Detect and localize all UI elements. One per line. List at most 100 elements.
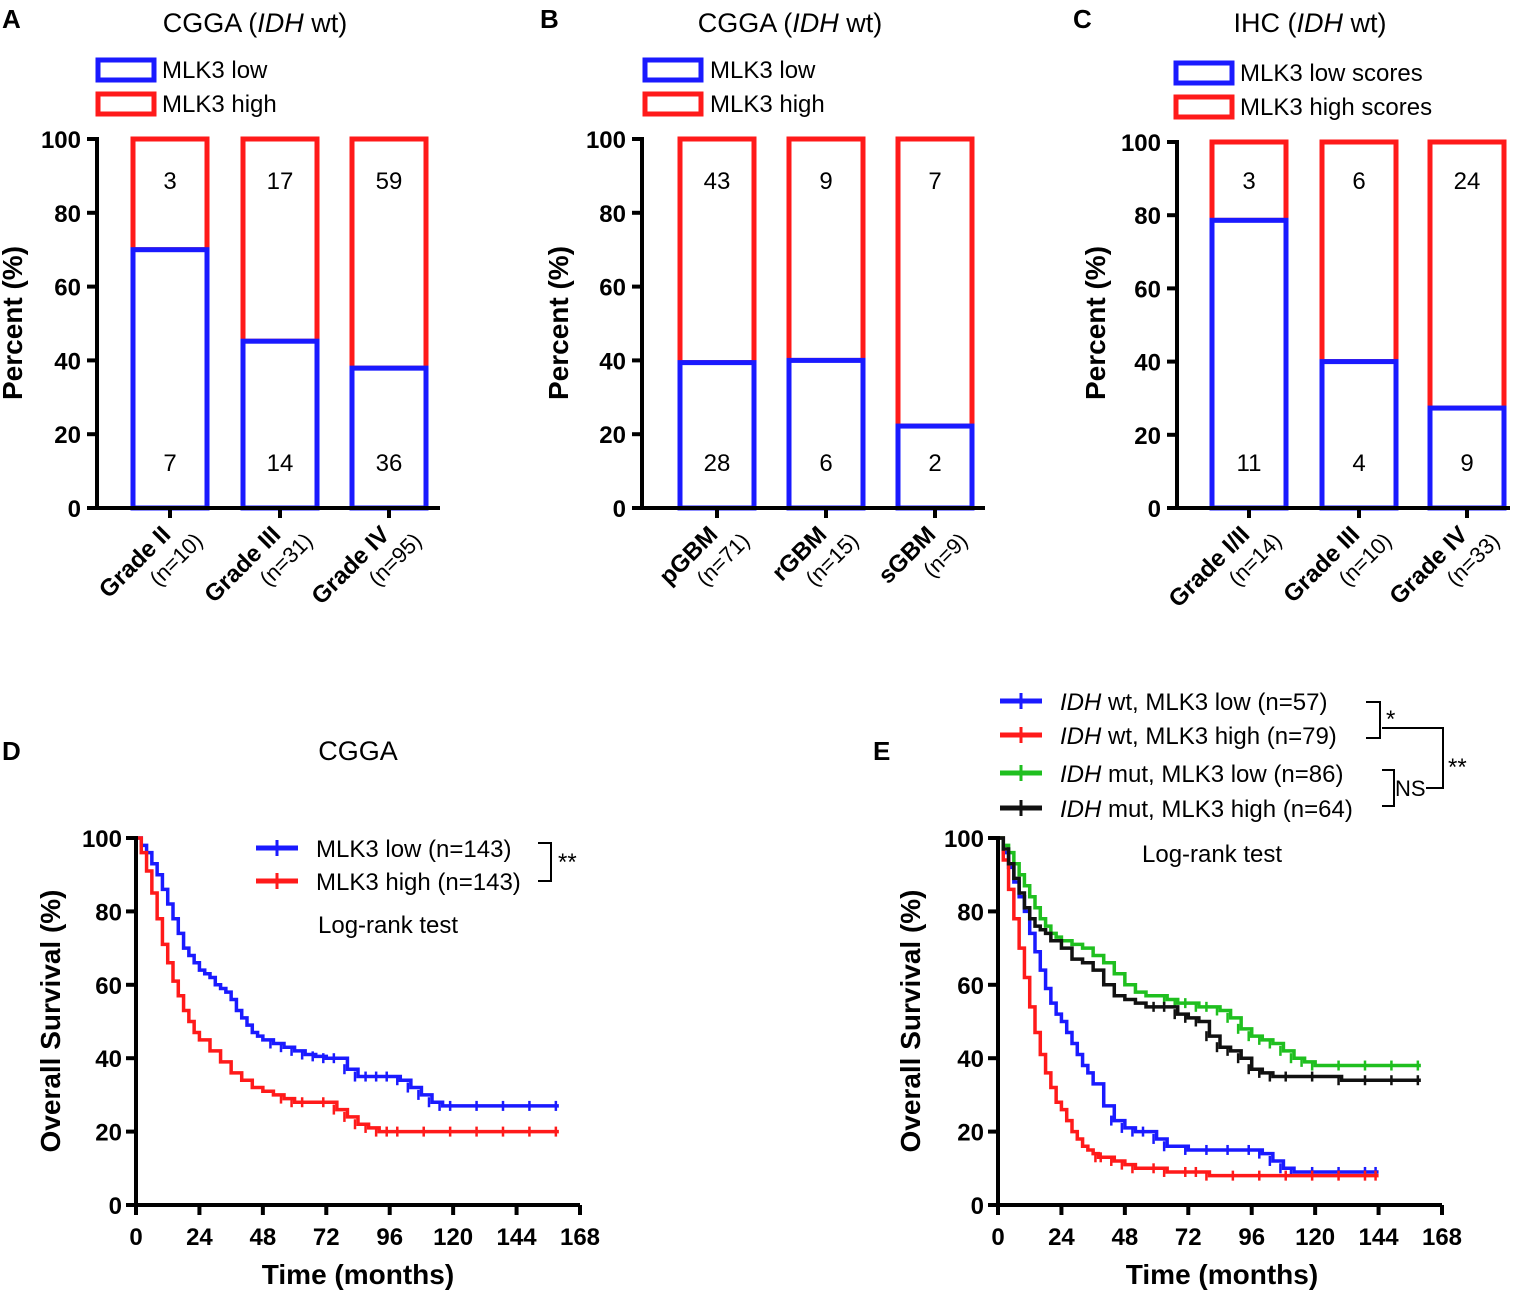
panel-e-xtick-label-3: 72 [1175, 1224, 1202, 1251]
panel-e-curve-3 [998, 836, 1421, 1082]
panel-b-legend-high-swatch [642, 91, 704, 117]
panel-d-ytick-label-1: 20 [95, 1120, 122, 1147]
panel-c-legend-low: MLK3 low scores [1240, 60, 1423, 87]
panel-b-bar-low-1 [786, 357, 866, 511]
panel-d-xtick-label-3: 72 [313, 1224, 340, 1251]
panel-b-label: B [540, 4, 559, 34]
panel-e-curve-0 [998, 836, 1379, 1174]
panel-e-significance-all: ** [1448, 754, 1467, 781]
panel-e-curve-1 [998, 836, 1379, 1178]
panel-a-legend-low: MLK3 low [162, 57, 268, 84]
panel-a-ytick-label-1: 20 [54, 422, 81, 449]
panel-b-count-low-2: 2 [928, 450, 941, 477]
panel-d-title: CGGA [318, 736, 398, 766]
panel-b-bar-high-2 [895, 136, 975, 429]
panel-a-title: CGGA (IDH wt) [163, 8, 348, 38]
panel-d-xtick-label-1: 24 [186, 1224, 213, 1251]
panel-e-legend-3: IDH mut, MLK3 low (n=86) [1060, 761, 1343, 788]
panel-b-legend-low: MLK3 low [710, 57, 816, 84]
panel-c-ytick-label-1: 20 [1134, 423, 1161, 450]
panel-c-title: IHC (IDH wt) [1234, 8, 1387, 38]
panel-d-ytick-label-0: 0 [109, 1193, 122, 1220]
panel-d-significance: ** [558, 849, 577, 876]
panel-a-bar-high-2 [349, 136, 429, 371]
panel-d-ylabel: Overall Survival (%) [35, 889, 66, 1152]
panel-d-plot: 0 20 40 60 80 100 0 24 48 72 96 120 144 168 [82, 826, 600, 1251]
panel-b-ytick-label-3: 60 [599, 275, 626, 302]
panel-a-ytick-label-4: 80 [54, 201, 81, 228]
panel-b-ytick-label-4: 80 [599, 201, 626, 228]
panel-e-xtick-label-2: 48 [1112, 1224, 1139, 1251]
panel-c-ytick-label-5: 100 [1121, 130, 1161, 157]
panel-b-count-high-1: 9 [819, 168, 832, 195]
panel-d-xtick-label-5: 120 [433, 1224, 473, 1251]
panel-a-legend-high: MLK3 high [162, 91, 277, 118]
panel-a-label: A [2, 4, 21, 34]
panel-c-legend-high: MLK3 high scores [1240, 94, 1432, 121]
panel-c-legend-high-swatch [1173, 94, 1235, 120]
panel-e-xtick-label-7: 168 [1422, 1224, 1462, 1251]
panel-b-count-low-0: 28 [704, 450, 731, 477]
panel-a-count-low-2: 36 [376, 450, 403, 477]
panel-c-count-low-2: 9 [1460, 450, 1473, 477]
panel-a-bar-high-1 [240, 136, 320, 344]
panel-e-legend-4: IDH mut, MLK3 high (n=64) [1060, 796, 1353, 823]
panel-d-label: D [2, 736, 21, 766]
panel-b-legend-high: MLK3 high [710, 91, 825, 118]
panel-e-plot: 0 20 40 60 80 100 0 24 48 72 96 120 144 168 [944, 826, 1462, 1251]
panel-c-count-low-0: 11 [1237, 450, 1262, 477]
panel-e-significance-wt: * [1386, 706, 1395, 733]
panel-c-bar-high-2 [1427, 139, 1507, 411]
panel-e: E IDH wt, MLK3 low (n=57) IDH wt, MLK3 h… [873, 689, 1467, 1290]
panel-d-test-note: Log-rank test [318, 912, 458, 939]
panel-c-ylabel: Percent (%) [1080, 246, 1111, 400]
panel-d-ytick-label-2: 40 [95, 1046, 122, 1073]
panel-d: D CGGA MLK3 low (n=143) MLK3 high (n=143… [2, 736, 600, 1290]
panel-e-label: E [873, 736, 890, 766]
panel-b-bar-low-0 [677, 360, 757, 511]
panel-c-label: C [1073, 4, 1092, 34]
panel-a-bar-low-2 [349, 365, 429, 511]
panel-e-xlabel: Time (months) [1126, 1259, 1318, 1290]
panel-d-curve-0 [136, 836, 559, 1108]
panel-d-legend-low: MLK3 low (n=143) [316, 836, 511, 863]
panel-a-ytick-label-0: 0 [68, 496, 81, 523]
panel-c-bar-low-0 [1209, 217, 1289, 511]
panel-d-xtick-label-0: 0 [129, 1224, 142, 1251]
panel-d-bracket [538, 842, 552, 882]
panel-e-ytick-label-3: 60 [957, 973, 984, 1000]
panel-c-ytick-label-0: 0 [1148, 496, 1161, 523]
panel-c: C IHC (IDH wt) MLK3 low scores MLK3 high… [1073, 4, 1510, 613]
panel-e-bracket-mut [1382, 769, 1395, 807]
panel-e-significance-mut: NS [1395, 776, 1426, 801]
panel-a-count-low-0: 7 [163, 450, 176, 477]
panel-c-count-high-1: 6 [1352, 168, 1365, 195]
panel-e-ytick-label-5: 100 [944, 826, 984, 853]
panel-b-bar-high-1 [786, 136, 866, 363]
panel-b-ytick-label-5: 100 [586, 127, 626, 154]
panel-b-count-high-0: 43 [704, 168, 731, 195]
panel-c-count-high-2: 24 [1454, 168, 1481, 195]
panel-a-legend-low-swatch [95, 57, 157, 83]
panel-d-curve-1 [136, 836, 559, 1134]
panel-a-bar-low-1 [240, 338, 320, 511]
panel-e-legend-1: IDH wt, MLK3 low (n=57) [1060, 689, 1327, 716]
panel-e-xtick-label-0: 0 [991, 1224, 1004, 1251]
panel-b-legend-low-swatch [642, 57, 704, 83]
panel-b-ytick-label-0: 0 [613, 496, 626, 523]
panel-b-ytick-label-1: 20 [599, 422, 626, 449]
panel-e-xtick-label-4: 96 [1238, 1224, 1265, 1251]
panel-c-count-low-1: 4 [1352, 450, 1365, 477]
panel-e-ytick-label-2: 40 [957, 1046, 984, 1073]
panel-d-xtick-label-2: 48 [250, 1224, 277, 1251]
panel-e-xtick-label-6: 144 [1359, 1224, 1400, 1251]
panel-e-ytick-label-0: 0 [971, 1193, 984, 1220]
panel-d-ytick-label-4: 80 [95, 899, 122, 926]
panel-a-ylabel: Percent (%) [0, 246, 28, 400]
panel-b-count-high-2: 7 [928, 168, 941, 195]
panel-c-ytick-label-3: 60 [1134, 276, 1161, 303]
panel-d-xtick-label-4: 96 [376, 1224, 403, 1251]
